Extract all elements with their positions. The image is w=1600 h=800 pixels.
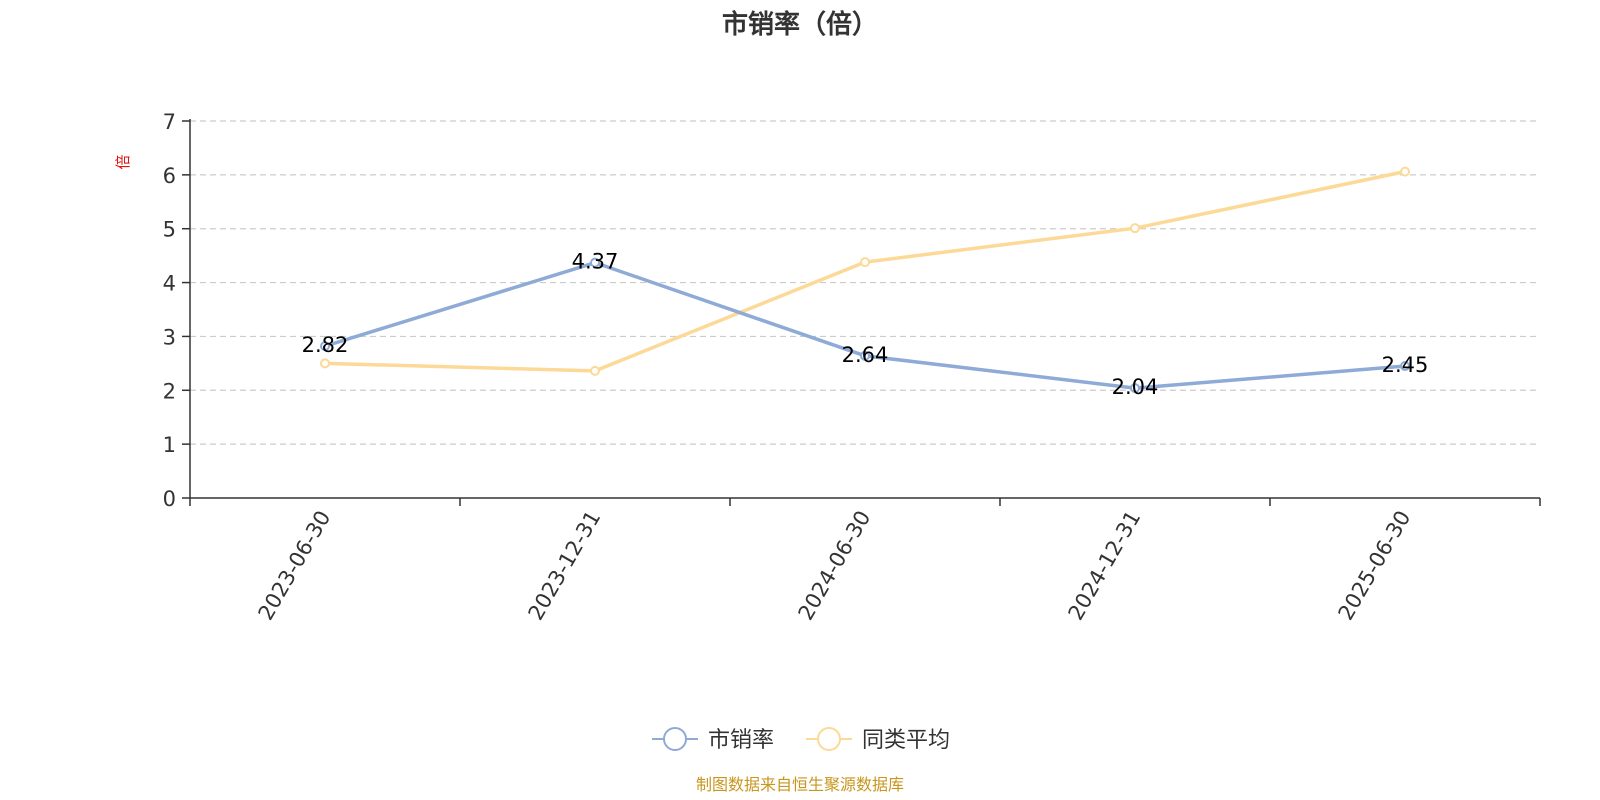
data-label: 2.04 [1112, 375, 1159, 399]
legend-marker [817, 727, 841, 751]
series-2-point [1400, 166, 1410, 177]
y-tick-label: 7 [163, 110, 176, 134]
legend-label: 同类平均 [862, 728, 950, 753]
y-tick-label: 4 [163, 272, 176, 296]
data-labels: 2.82 4.37 2.64 2.04 2.45 [302, 250, 1429, 399]
x-tick-label: 2024-12-31 [1064, 507, 1146, 625]
chart-title: 市销率（倍） [722, 9, 878, 40]
legend-label: 市销率 [708, 728, 774, 753]
series-layer [320, 166, 1410, 394]
y-tick-label: 5 [163, 218, 176, 242]
y-tick-label: 0 [163, 487, 176, 511]
x-tick-label: 2025-06-30 [1334, 507, 1416, 625]
series-1-point [320, 341, 330, 352]
data-label: 2.82 [302, 333, 349, 357]
legend-marker [663, 727, 687, 751]
series-1-point [1400, 361, 1410, 372]
series-2-point [320, 358, 330, 369]
legend-item-1: 市销率 [652, 727, 774, 753]
gridlines [190, 120, 1540, 445]
data-source-note: 制图数据来自恒生聚源数据库 [696, 775, 904, 794]
data-label: 2.64 [842, 343, 889, 367]
y-axis-unit-label: 倍 [114, 154, 132, 169]
y-tick-label: 6 [163, 164, 176, 188]
series-2-point [590, 365, 600, 376]
x-tick-label: 2023-12-31 [524, 507, 606, 625]
legend: 市销率 同类平均 [652, 727, 950, 753]
x-tick-label: 2023-06-30 [254, 507, 336, 625]
data-label: 2.45 [1382, 353, 1429, 377]
series-1-point [1130, 383, 1140, 394]
series-line-2 [323, 169, 1407, 373]
y-tick-label: 2 [163, 379, 176, 403]
series-2-point [860, 257, 870, 268]
legend-item-2: 同类平均 [806, 727, 950, 753]
series-1-point [860, 350, 870, 361]
series-1-point [590, 257, 600, 268]
y-tick-label: 3 [163, 325, 176, 349]
data-label: 4.37 [572, 250, 619, 274]
x-tick-label: 2024-06-30 [794, 507, 876, 625]
series-2-point [1130, 223, 1140, 234]
y-tick-label: 1 [163, 433, 176, 457]
